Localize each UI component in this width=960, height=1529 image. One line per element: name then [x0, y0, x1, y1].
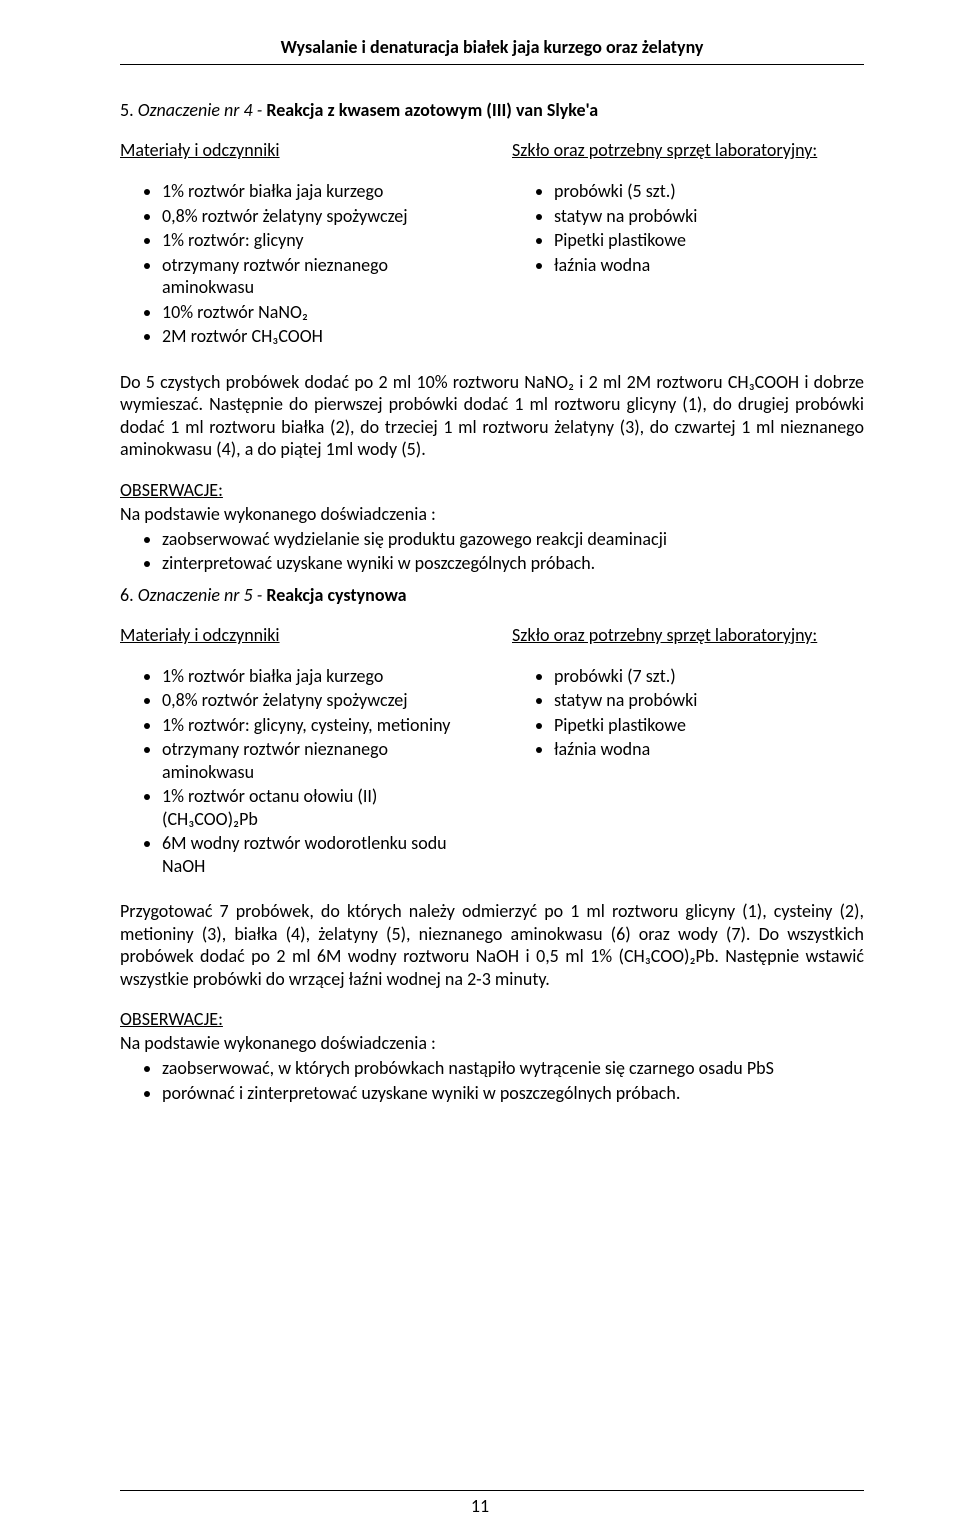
- list-item: porównać i zinterpretować uzyskane wynik…: [162, 1081, 864, 1106]
- list-item: statyw na probówki: [554, 204, 864, 229]
- section6-number: 6.: [120, 584, 134, 606]
- section6-bold-title: Reakcja cystynowa: [266, 584, 406, 606]
- section5-obs-intro: Na podstawie wykonanego doświadczenia :: [120, 503, 864, 525]
- list-item: 1% roztwór: glicyny, cysteiny, metioniny: [162, 713, 472, 738]
- section6-columns: Materiały i odczynniki 1% roztwór białka…: [120, 624, 864, 893]
- list-item: 0,8% roztwór żelatyny spożywczej: [162, 204, 472, 229]
- list-item: zaobserwować, w których probówkach nastą…: [162, 1056, 864, 1081]
- list-item: 1% roztwór: glicyny: [162, 228, 472, 253]
- list-item: 0,8% roztwór żelatyny spożywczej: [162, 688, 472, 713]
- section5-bold-title: Reakcja z kwasem azotowym (III) van Slyk…: [266, 99, 598, 121]
- section5-columns: Materiały i odczynniki 1% roztwór białka…: [120, 139, 864, 363]
- list-item: zaobserwować wydzielanie się produktu ga…: [162, 527, 864, 552]
- section6-title: 6. Oznaczenie nr 5 - Reakcja cystynowa: [120, 584, 864, 606]
- list-item: łaźnia wodna: [554, 737, 864, 762]
- running-head: Wysalanie i denaturacja białek jaja kurz…: [120, 36, 864, 65]
- section6-label: Oznaczenie nr 5 -: [138, 584, 263, 606]
- section5-equipment-heading: Szkło oraz potrzebny sprzęt laboratoryjn…: [512, 139, 864, 161]
- section6-materials-heading: Materiały i odczynniki: [120, 624, 472, 646]
- list-item: probówki (7 szt.): [554, 664, 864, 689]
- section5-obs-label: OBSERWACJE:: [120, 479, 864, 501]
- list-item: 2M roztwór CH₃COOH: [162, 324, 472, 349]
- list-item: 1% roztwór octanu ołowiu (II) (CH₃COO)₂P…: [162, 784, 472, 831]
- section6-body: Przygotować 7 probówek, do których należ…: [120, 900, 864, 990]
- section6-materials-list: 1% roztwór białka jaja kurzego 0,8% rozt…: [120, 664, 472, 879]
- section6-obs-list: zaobserwować, w których probówkach nastą…: [120, 1056, 864, 1105]
- list-item: Pipetki plastikowe: [554, 713, 864, 738]
- section5-obs-list: zaobserwować wydzielanie się produktu ga…: [120, 527, 864, 576]
- section6-equipment-heading: Szkło oraz potrzebny sprzęt laboratoryjn…: [512, 624, 864, 646]
- section6-equipment-col: Szkło oraz potrzebny sprzęt laboratoryjn…: [512, 624, 864, 893]
- page: Wysalanie i denaturacja białek jaja kurz…: [0, 0, 960, 1529]
- list-item: 10% roztwór NaNO₂: [162, 300, 472, 325]
- footer-rule: [120, 1490, 864, 1491]
- list-item: 1% roztwór białka jaja kurzego: [162, 179, 472, 204]
- section5-equipment-list: probówki (5 szt.) statyw na probówki Pip…: [512, 179, 864, 277]
- section5-body: Do 5 czystych probówek dodać po 2 ml 10%…: [120, 371, 864, 461]
- section5-equipment-col: Szkło oraz potrzebny sprzęt laboratoryjn…: [512, 139, 864, 363]
- list-item: 6M wodny roztwór wodorotlenku sodu NaOH: [162, 831, 472, 878]
- section6-obs-label: OBSERWACJE:: [120, 1008, 864, 1030]
- section5-materials-list: 1% roztwór białka jaja kurzego 0,8% rozt…: [120, 179, 472, 349]
- section6-materials-col: Materiały i odczynniki 1% roztwór białka…: [120, 624, 472, 893]
- list-item: 1% roztwór białka jaja kurzego: [162, 664, 472, 689]
- page-number: 11: [471, 1495, 489, 1517]
- section5-title: 5. Oznaczenie nr 4 - Reakcja z kwasem az…: [120, 99, 864, 121]
- page-footer: 11: [0, 1490, 960, 1517]
- section5-number: 5.: [120, 99, 134, 121]
- list-item: otrzymany roztwór nieznanego aminokwasu: [162, 737, 472, 784]
- section5-materials-heading: Materiały i odczynniki: [120, 139, 472, 161]
- list-item: otrzymany roztwór nieznanego aminokwasu: [162, 253, 472, 300]
- list-item: łaźnia wodna: [554, 253, 864, 278]
- list-item: probówki (5 szt.): [554, 179, 864, 204]
- section5-materials-col: Materiały i odczynniki 1% roztwór białka…: [120, 139, 472, 363]
- section6-obs-intro: Na podstawie wykonanego doświadczenia :: [120, 1032, 864, 1054]
- section5-label: Oznaczenie nr 4 -: [138, 99, 263, 121]
- section6-equipment-list: probówki (7 szt.) statyw na probówki Pip…: [512, 664, 864, 762]
- list-item: statyw na probówki: [554, 688, 864, 713]
- list-item: Pipetki plastikowe: [554, 228, 864, 253]
- list-item: zinterpretować uzyskane wyniki w poszcze…: [162, 551, 864, 576]
